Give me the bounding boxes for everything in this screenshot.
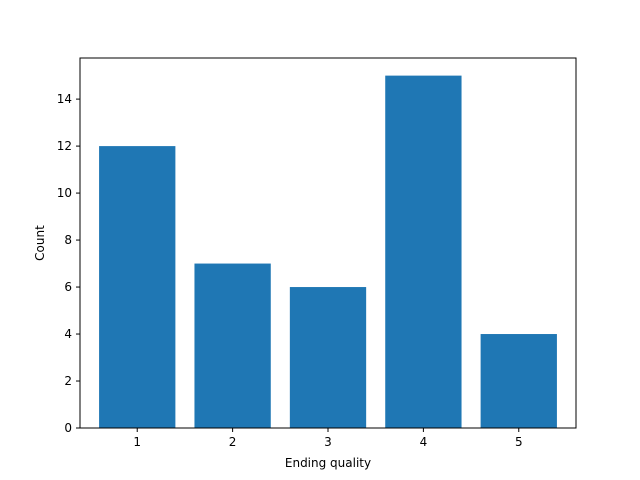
bar-4 [385,75,462,428]
x-tick-label: 3 [324,435,332,449]
y-tick-label: 14 [57,92,72,106]
x-tick-label: 4 [420,435,428,449]
bar-2 [194,263,271,428]
y-axis-label: Count [33,225,47,261]
bar-3 [289,287,367,428]
y-tick-label: 8 [64,233,72,247]
plot-frame [79,57,577,429]
x-ticks-group: 1 2 3 4 5 [133,428,523,449]
x-tick-label: 5 [515,435,523,449]
y-tick-label: 2 [64,374,72,388]
x-axis-label: Ending quality [285,456,371,470]
bar-1 [99,146,176,428]
x-tick-label: 2 [229,435,237,449]
y-tick-label: 4 [64,327,72,341]
x-tick-label: 1 [133,435,141,449]
y-tick-label: 12 [57,139,72,153]
y-tick-label: 6 [64,280,72,294]
bar-5 [480,334,557,428]
y-ticks-group: 0 2 4 6 8 10 12 14 [57,92,80,435]
bars-group [99,75,557,428]
y-tick-label: 0 [64,421,72,435]
y-tick-label: 10 [57,186,72,200]
